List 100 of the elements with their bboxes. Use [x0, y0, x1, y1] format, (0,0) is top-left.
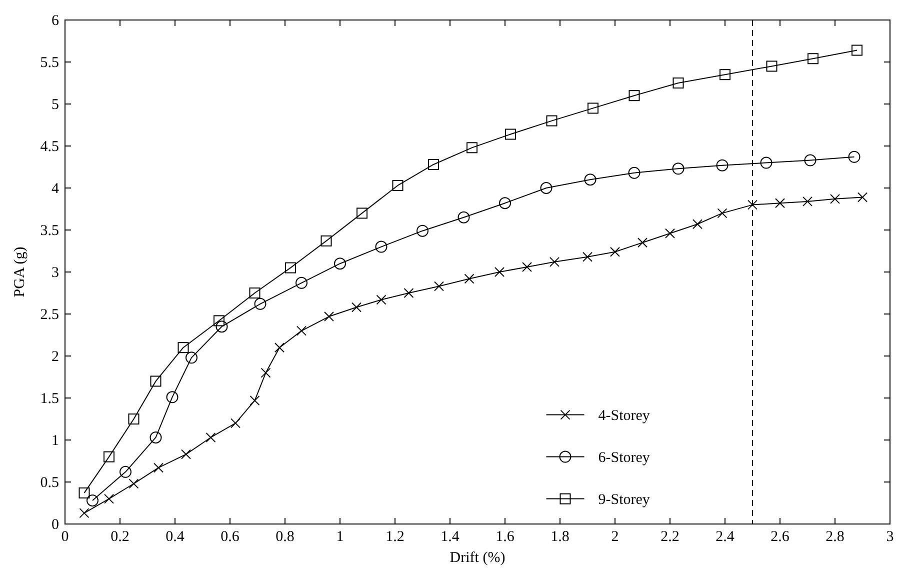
point	[760, 156, 772, 169]
x-tick-label: 1.2	[386, 529, 404, 545]
point	[610, 246, 620, 257]
legend-label: 6-Storey	[598, 450, 650, 466]
point	[766, 60, 778, 72]
x-tick-label: 2.8	[826, 529, 844, 545]
point	[334, 258, 346, 270]
point	[260, 368, 271, 378]
point	[178, 342, 189, 354]
point	[78, 487, 90, 498]
point	[296, 326, 306, 336]
point	[464, 274, 474, 284]
point	[120, 466, 132, 478]
point	[582, 252, 592, 262]
x-tick-label: 1.4	[440, 529, 460, 545]
point	[150, 376, 162, 387]
point	[804, 154, 816, 166]
x-tick-label: 2.4	[716, 529, 735, 545]
point	[285, 262, 296, 274]
point	[717, 208, 728, 218]
point	[352, 302, 362, 312]
point	[428, 158, 439, 170]
x-tick-label: 0.4	[166, 529, 185, 545]
legend-label: 4-Storey	[598, 408, 650, 424]
point	[848, 150, 860, 163]
point	[375, 240, 388, 253]
y-tick-label: 5.5	[40, 55, 59, 71]
point	[166, 391, 178, 404]
point	[186, 352, 198, 364]
point	[324, 312, 334, 322]
point	[672, 162, 684, 175]
x-tick-label: 1.8	[550, 529, 570, 545]
point	[249, 288, 260, 298]
x-tick-label: 2	[611, 529, 619, 545]
legend-label: 9-Storey	[598, 492, 650, 508]
point	[494, 267, 504, 277]
point	[154, 462, 164, 473]
point	[356, 208, 368, 219]
point	[296, 276, 308, 289]
point	[852, 44, 862, 56]
y-tick-label: 1.5	[40, 391, 59, 407]
y-tick-label: 2.5	[40, 307, 59, 323]
point	[748, 200, 758, 210]
point	[720, 69, 730, 80]
point	[404, 288, 414, 298]
point	[550, 256, 560, 267]
y-tick-label: 1	[52, 433, 59, 449]
point	[638, 238, 648, 248]
y-tick-label: 3.5	[40, 223, 59, 239]
y-axis-title: PGA (g)	[12, 246, 28, 298]
point	[808, 53, 818, 64]
y-tick-label: 6	[52, 13, 60, 29]
point	[628, 90, 640, 102]
x-tick-label: 0.8	[276, 529, 294, 545]
point	[466, 142, 478, 154]
point	[458, 211, 470, 224]
point	[546, 115, 558, 126]
x-tick-label: 0.2	[110, 529, 130, 545]
point	[672, 78, 684, 88]
y-tick-label: 4.5	[40, 139, 59, 155]
point	[150, 431, 162, 444]
x-tick-label: 0.6	[220, 529, 240, 545]
point	[628, 166, 640, 179]
x-tick-label: 2.6	[770, 529, 790, 545]
x-tick-label: 2.2	[660, 529, 680, 545]
point	[775, 198, 785, 208]
point	[802, 196, 812, 206]
point	[858, 192, 868, 202]
point	[692, 219, 702, 230]
point	[104, 494, 114, 504]
point	[434, 281, 444, 292]
point	[250, 396, 260, 406]
point	[392, 180, 404, 191]
point	[588, 102, 598, 114]
point	[320, 235, 332, 246]
point	[540, 182, 552, 194]
point	[665, 228, 675, 238]
y-tick-label: 4	[52, 181, 60, 197]
point	[499, 197, 511, 210]
y-tick-label: 2	[52, 349, 59, 365]
point	[86, 494, 98, 506]
x-axis-title: Drift (%)	[450, 550, 506, 566]
point	[505, 128, 516, 140]
y-tick-label: 0	[52, 517, 59, 533]
point	[214, 315, 224, 326]
x-tick-label: 1	[336, 529, 344, 545]
point	[416, 224, 428, 237]
point	[79, 508, 90, 518]
point	[830, 194, 840, 204]
point	[230, 418, 240, 428]
point	[206, 432, 216, 442]
point	[522, 262, 532, 272]
x-tick-label: 1.6	[496, 529, 515, 545]
point	[274, 342, 284, 353]
y-tick-label: 3	[52, 265, 59, 281]
point	[181, 449, 191, 460]
point	[128, 414, 140, 424]
x-tick-label: 3	[886, 529, 894, 545]
y-tick-label: 5	[52, 97, 59, 113]
point	[254, 298, 266, 310]
